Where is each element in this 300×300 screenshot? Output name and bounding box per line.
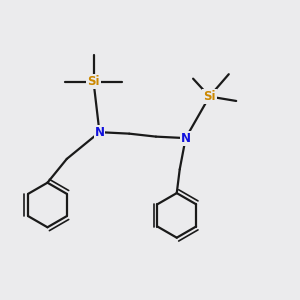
Text: Si: Si	[87, 75, 100, 88]
Text: N: N	[94, 126, 104, 139]
Text: N: N	[181, 132, 191, 145]
Text: Si: Si	[203, 90, 216, 103]
